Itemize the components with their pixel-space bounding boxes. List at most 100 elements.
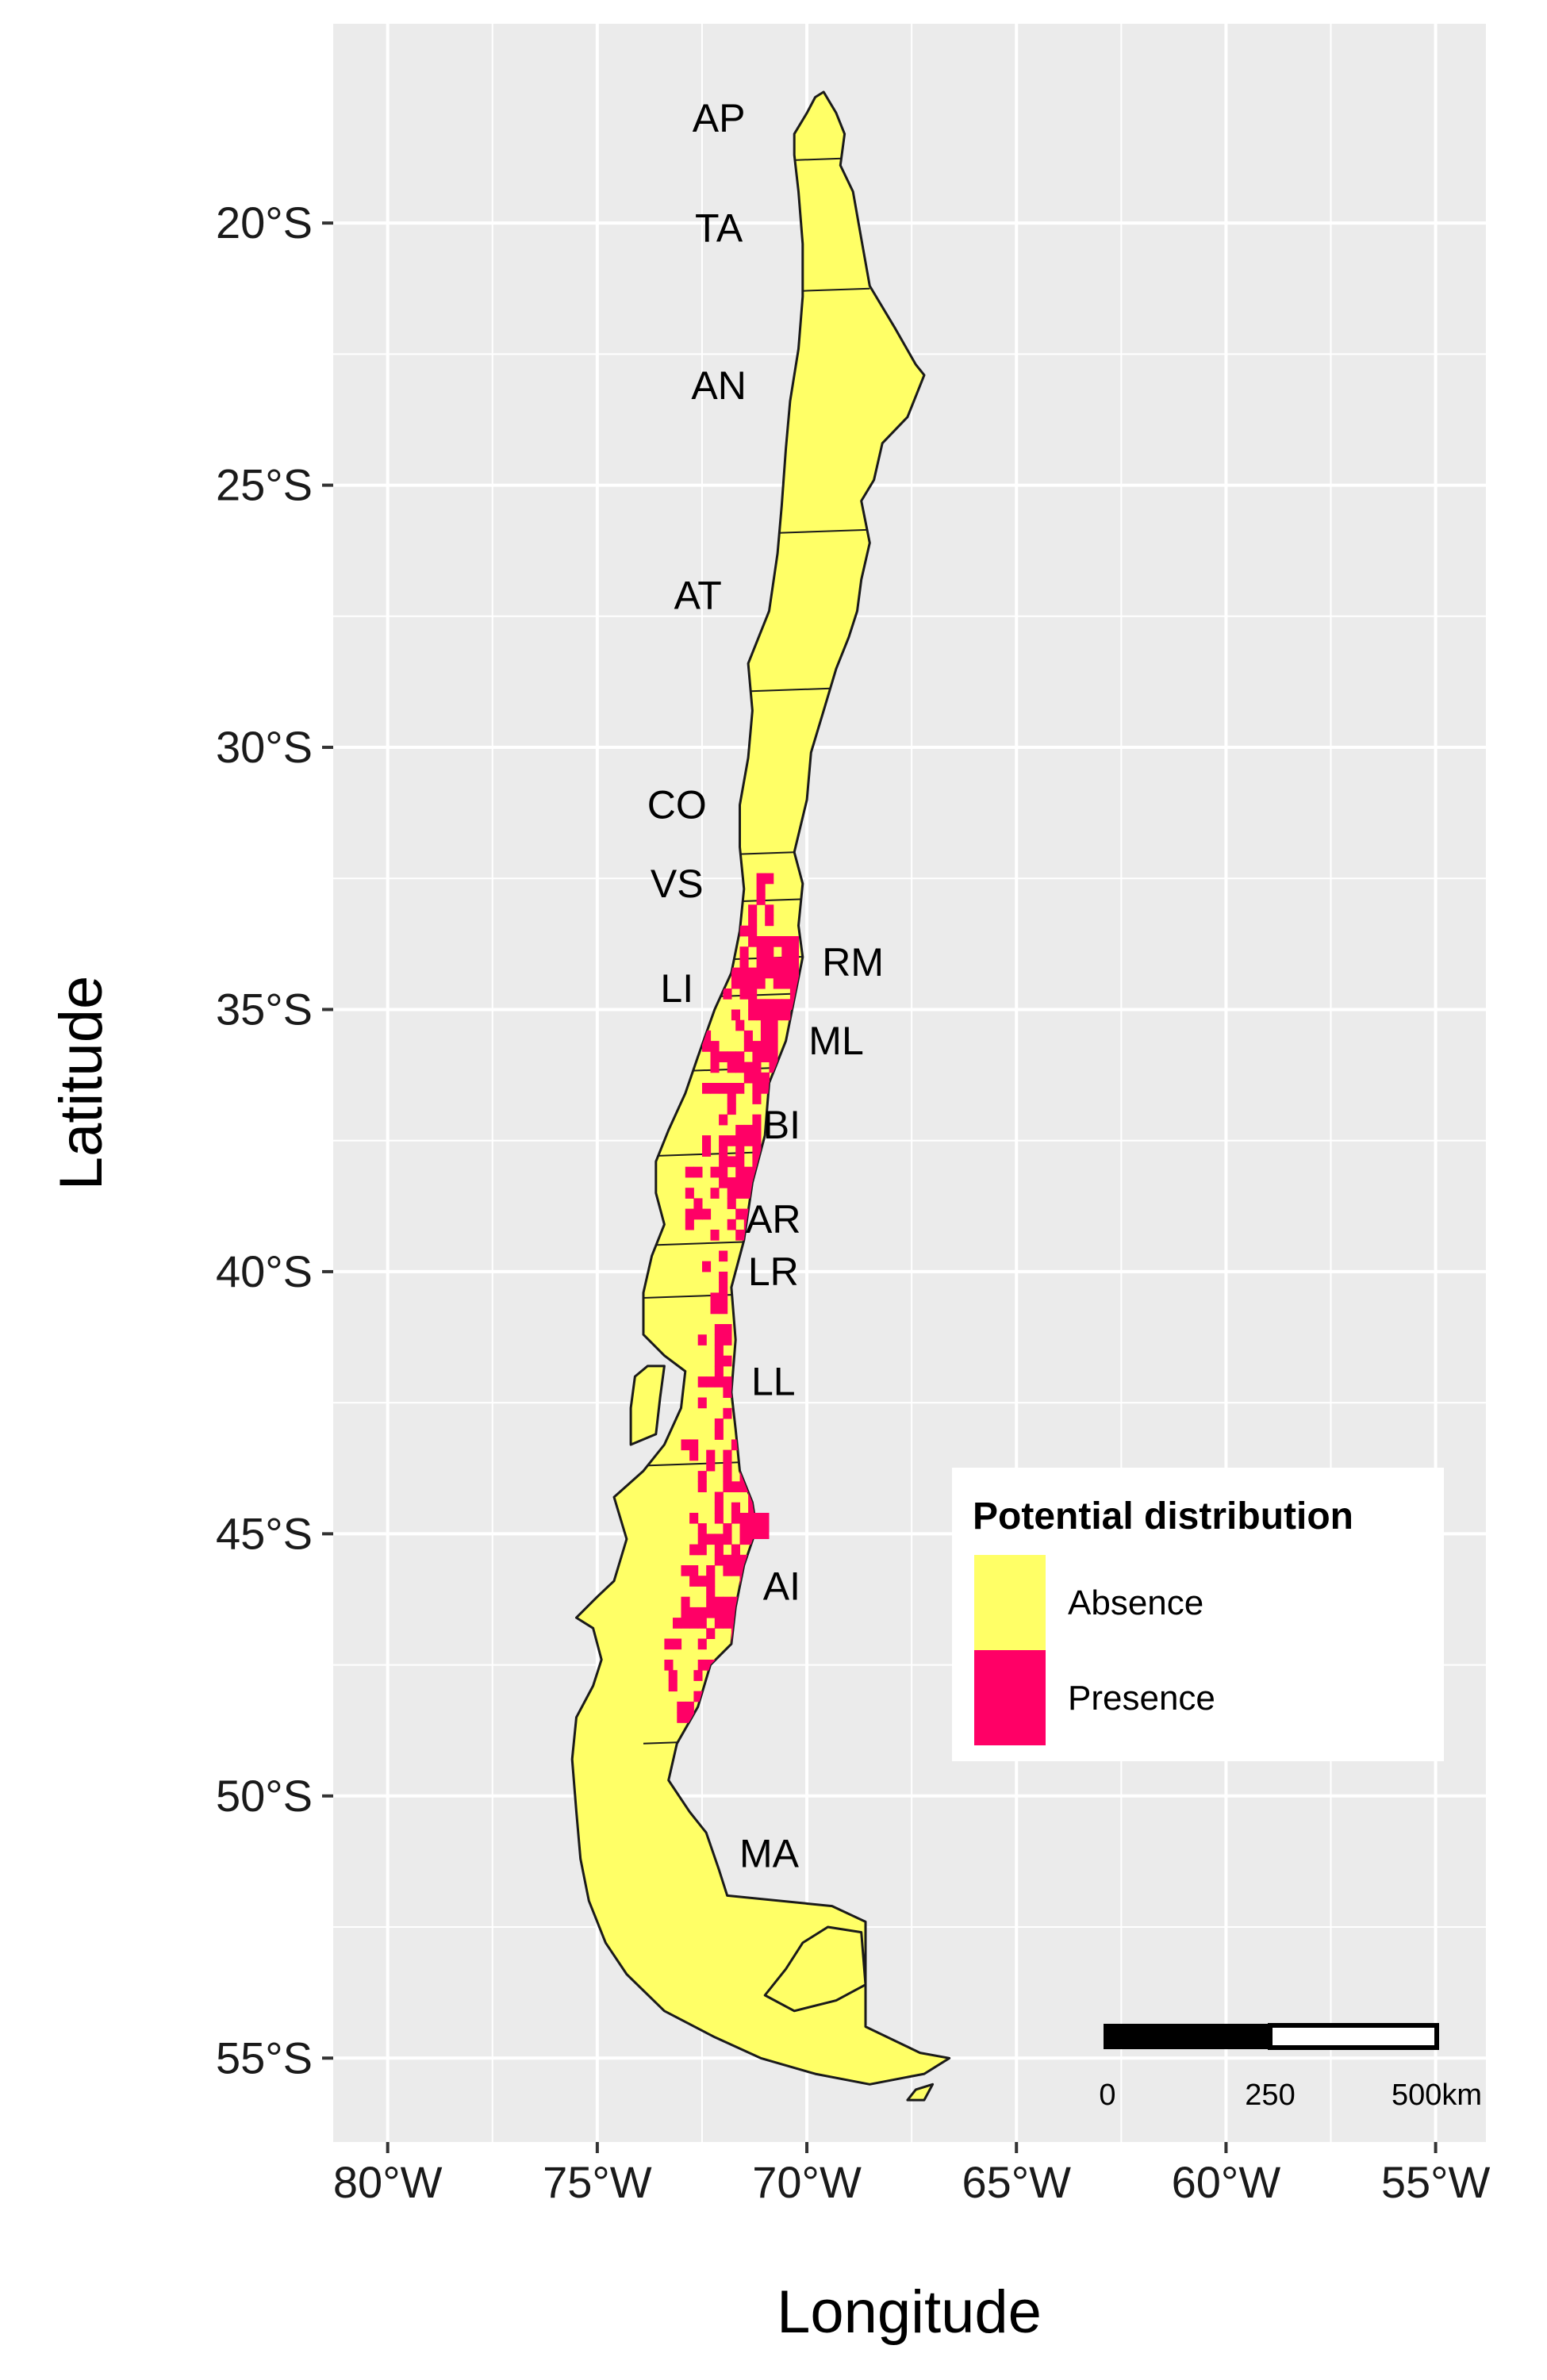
presence-cell [731,1481,740,1492]
x-tick-label: 75°W [543,2157,652,2207]
presence-cell [710,1083,720,1094]
southern-islet [906,2082,935,2102]
presence-cell [723,1334,732,1345]
presence-cell [723,1596,732,1608]
presence-cell [748,977,758,989]
presence-cell [664,1660,674,1671]
region-label-bi: BI [763,1103,800,1147]
y-axis-title: Latitude [48,976,115,1190]
presence-cell [702,1135,712,1146]
presence-cell [756,1009,766,1021]
presence-cell [697,1397,707,1409]
presence-cell [681,1606,690,1618]
presence-cell [714,1534,724,1545]
presence-cell [677,1712,686,1723]
y-tick-label: 45°S [216,1508,313,1558]
region-label-vs: VS [651,862,704,906]
presence-cell [769,1051,778,1062]
presence-cell [719,1303,728,1315]
presence-cell [697,1638,707,1650]
presence-cell [739,957,749,969]
presence-cell [681,1439,690,1451]
presence-cell [702,1146,712,1157]
presence-cell [693,1208,703,1220]
presence-cell [693,1691,703,1702]
presence-cell [702,1261,712,1273]
y-tick-label: 20°S [216,198,313,248]
presence-cell [743,1166,753,1178]
presence-cell [706,1449,716,1461]
presence-cell [714,1512,724,1524]
presence-cell [752,1114,762,1126]
presence-cell [752,1124,762,1136]
presence-cell [681,1618,690,1629]
presence-cell [719,1114,728,1126]
presence-cell [697,1471,707,1482]
presence-cell [719,1166,728,1178]
presence-cell [731,1439,740,1451]
presence-cell [735,1061,745,1073]
presence-cell [769,1061,778,1073]
presence-cell [739,1523,749,1534]
presence-cell [714,1376,724,1388]
presence-cell [735,1124,745,1136]
presence-cell [723,1534,732,1545]
presence-cell [765,1009,774,1021]
presence-cell [735,1051,745,1062]
region-label-ml: ML [808,1019,863,1063]
presence-cell [760,1030,770,1042]
presence-cell [723,1618,732,1629]
presence-cell [773,977,782,989]
presence-cell [727,1198,736,1210]
presence-cell [735,1166,745,1178]
y-tick-label: 35°S [216,984,313,1034]
presence-cell [689,1439,699,1451]
presence-cell [685,1701,694,1713]
presence-cell [789,936,799,947]
presence-cell [689,1512,699,1524]
tierra-del-fuego [763,1925,867,2013]
scale-bar: 0 250 500km [1099,2023,1482,2112]
region-label-ma: MA [739,1832,800,1876]
presence-cell [748,1502,758,1514]
presence-cell [706,1565,716,1576]
presence-cell [752,1146,762,1157]
x-axis-title: Longitude [777,2278,1042,2346]
presence-cell [697,1544,707,1556]
presence-cell [743,1188,753,1199]
region-label-at: AT [674,573,722,617]
presence-cell [735,1230,745,1241]
presence-cell [719,1135,728,1146]
presence-cell [719,1250,728,1262]
presence-cell [735,1135,745,1146]
presence-cell [714,1345,724,1357]
presence-cell [706,1534,716,1545]
legend-label-absence: Absence [1068,1583,1203,1622]
presence-cell [727,1093,736,1104]
presence-cell [719,1292,728,1304]
presence-cell [756,957,766,969]
presence-cell [731,1512,740,1524]
presence-cell [752,1093,762,1104]
presence-cell [714,1502,724,1514]
presence-cell [706,1376,716,1388]
presence-cell [702,1083,712,1094]
presence-cell [714,1491,724,1503]
presence-cell [756,977,766,989]
presence-cell [735,1208,745,1220]
presence-cell [719,1051,728,1062]
presence-cell [723,1407,732,1419]
presence-cell [685,1219,694,1230]
presence-cell [689,1565,699,1576]
presence-cell [748,904,758,916]
legend-swatch-absence [974,1555,1046,1650]
region-label-ar: AR [746,1197,800,1242]
presence-cell [697,1618,707,1629]
presence-cell [739,1481,749,1492]
presence-cell [731,977,740,989]
presence-cell [710,1188,720,1199]
presence-cell [739,967,749,979]
x-axis-ticks: 80°W 75°W 70°W 65°W 60°W 55°W [333,2142,1491,2207]
presence-cell [685,1188,694,1199]
